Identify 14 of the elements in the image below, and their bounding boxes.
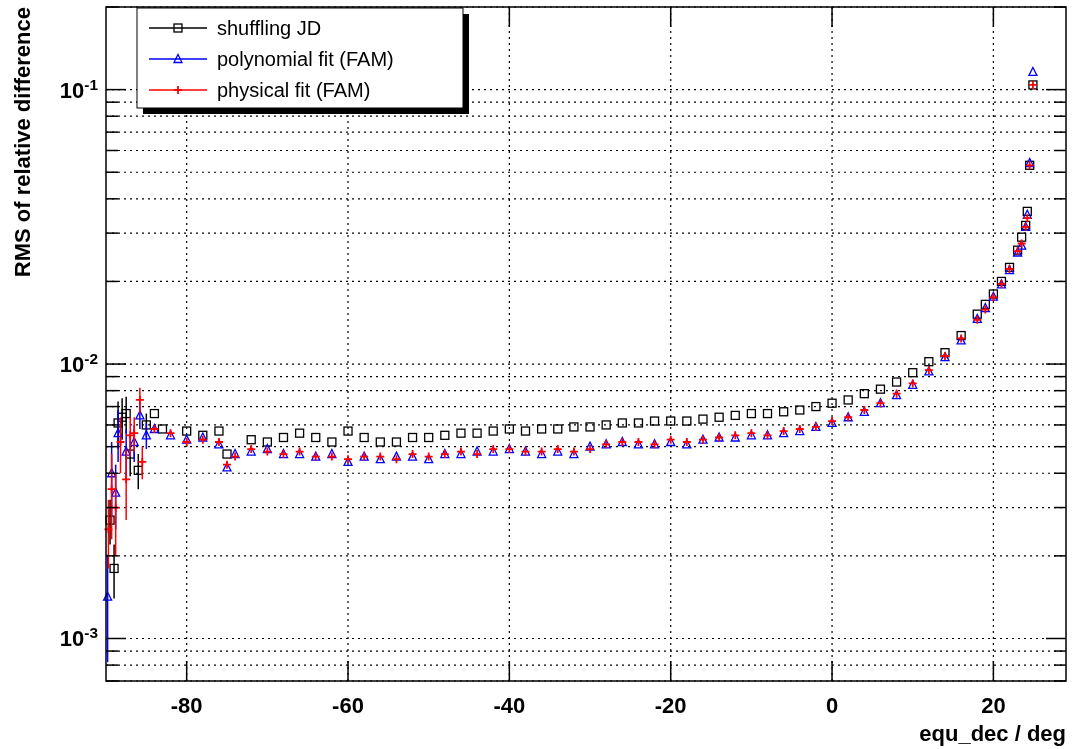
x-tick-label: -80 bbox=[170, 693, 203, 718]
y-axis-title: RMS of relative difference bbox=[10, 7, 35, 278]
x-tick-label: 20 bbox=[981, 693, 1006, 718]
x-tick-label: -60 bbox=[332, 693, 364, 718]
y-tick-label: 10$^{-3}$ bbox=[59, 623, 98, 652]
y-tick-label: 10$^{-1}$ bbox=[59, 75, 99, 103]
legend-label: physical fit (FAM) bbox=[217, 79, 371, 101]
x-axis-title: equ_dec / deg bbox=[919, 721, 1066, 746]
x-tick-label: -40 bbox=[493, 693, 526, 718]
x-tick-label: -20 bbox=[654, 693, 687, 718]
legend-label: polynomial fit (FAM) bbox=[217, 48, 394, 70]
y-tick-label: 10$^{-2}$ bbox=[59, 349, 98, 378]
legend-label: shuffling JD bbox=[217, 17, 322, 39]
x-tick-label: 0 bbox=[825, 693, 839, 718]
